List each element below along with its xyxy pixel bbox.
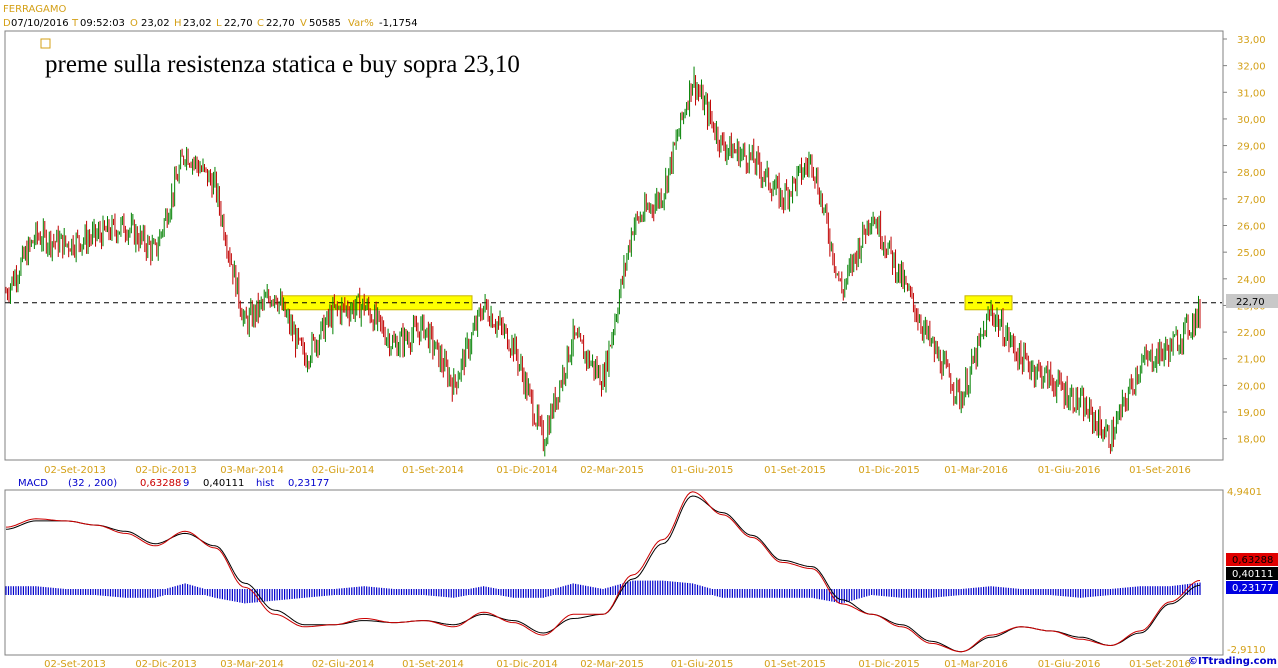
x-tick-label: 01-Giu-2016: [1038, 659, 1101, 668]
x-tick-label: 01-Dic-2015: [858, 465, 919, 476]
x-tick-label: 01-Mar-2016: [944, 659, 1008, 668]
x-tick-label: 01-Set-2014: [402, 465, 464, 476]
y-tick-label: 26,00: [1237, 222, 1266, 233]
last-price-label: 22,70: [1236, 297, 1265, 308]
macd-tag-label: 0,63288: [1232, 555, 1273, 566]
y-tick-label: 20,00: [1237, 381, 1266, 392]
macd-value: 0,63288: [140, 478, 181, 489]
c-value: 22,70: [266, 18, 295, 29]
var-label: Var%: [348, 18, 374, 29]
x-tick-label: 01-Set-2015: [764, 659, 826, 668]
var-value: -1,1754: [379, 18, 418, 29]
macd-panel-frame: [4, 489, 1224, 656]
price-y-axis: 33,00 32,00 31,00 30,00 29,00 28,00 27,00 26,00…: [1223, 35, 1266, 446]
x-tick-label: 03-Mar-2014: [220, 465, 284, 476]
y-tick-label: 28,00: [1237, 168, 1266, 179]
signal-value: 0,40111: [203, 478, 244, 489]
x-tick-label: 01-Dic-2015: [858, 659, 919, 668]
hist-tag: [1226, 581, 1278, 594]
macd-tag: [1226, 553, 1278, 566]
x-tick-label: 01-Mar-2016: [944, 465, 1008, 476]
l-value: 22,70: [224, 18, 253, 29]
y-tick-label: 19,00: [1237, 408, 1266, 419]
last-price-tag: [1226, 294, 1278, 308]
d-value: 07/10/2016: [11, 18, 69, 29]
x-tick-label: 01-Set-2016: [1129, 659, 1191, 668]
l-label: L: [216, 18, 222, 29]
c-label: C: [257, 18, 264, 29]
macd-histogram: [5, 580, 1201, 604]
ohlc-readout: D 07/10/2016 T 09:52:03 O 23,02 H 23,02 …: [3, 18, 418, 29]
symbol-title: FERRAGAMO: [3, 4, 66, 15]
h-label: H: [174, 18, 182, 29]
hist-value: 0,23177: [288, 478, 329, 489]
x-tick-label: 01-Set-2016: [1129, 465, 1191, 476]
y-tick-label: 24,00: [1237, 275, 1266, 286]
v-value: 50585: [309, 18, 341, 29]
signal-tag-label: 0,40111: [1232, 569, 1273, 580]
o-value: 23,02: [141, 18, 170, 29]
macd-params: (32 , 200): [68, 478, 117, 489]
x-tick-label: 02-Mar-2015: [580, 659, 644, 668]
x-axis-bottom: 02-Set-2013 02-Dic-2013 03-Mar-2014 02-Giu-…: [44, 659, 1191, 668]
x-tick-label: 01-Dic-2014: [496, 659, 557, 668]
y-tick-label: 21,00: [1237, 355, 1266, 366]
o-label: O: [130, 18, 138, 29]
t-value: 09:52:03: [80, 18, 125, 29]
y-tick-label: 31,00: [1237, 88, 1266, 99]
price-panel-frame: [4, 30, 1224, 461]
x-tick-label: 01-Giu-2015: [671, 659, 734, 668]
y-tick-label: 32,00: [1237, 62, 1266, 73]
signal-label: 9: [183, 478, 189, 489]
candles: [5, 66, 1201, 457]
y-tick-label: 22,00: [1237, 328, 1266, 339]
hist-tag-label: 0,23177: [1232, 583, 1273, 594]
annotation-text: preme sulla resistenza statica e buy sop…: [45, 51, 520, 78]
x-tick-label: 02-Mar-2015: [580, 465, 644, 476]
drawing-object-icon[interactable]: [40, 38, 51, 49]
x-tick-label: 01-Dic-2014: [496, 465, 557, 476]
y-tick-label: 27,00: [1237, 195, 1266, 206]
d-label: D: [3, 18, 11, 29]
signal-line: [5, 495, 1201, 653]
x-tick-label: 02-Giu-2014: [312, 465, 375, 476]
y-tick-label: 18,00: [1237, 435, 1266, 446]
x-tick-label: 02-Giu-2014: [312, 659, 375, 668]
x-tick-label: 03-Mar-2014: [220, 659, 284, 668]
x-tick-label: 02-Set-2013: [44, 465, 106, 476]
watermark: ©ITtrading.com: [1188, 656, 1277, 667]
x-tick-label: 01-Set-2014: [402, 659, 464, 668]
v-label: V: [300, 18, 307, 29]
macd-y-top: 4,9401: [1227, 487, 1262, 498]
x-tick-label: 01-Giu-2016: [1038, 465, 1101, 476]
y-tick-label: 33,00: [1237, 35, 1266, 46]
macd-line: [5, 491, 1201, 653]
x-tick-label: 01-Set-2015: [764, 465, 826, 476]
x-tick-label: 02-Dic-2013: [135, 465, 196, 476]
x-tick-label: 02-Dic-2013: [135, 659, 196, 668]
hist-label: hist: [256, 478, 274, 489]
x-axis-top: 02-Set-2013 02-Dic-2013 03-Mar-2014 02-Giu-…: [44, 465, 1191, 476]
macd-readout: MACD (32 , 200) 0,63288 9 0,40111 hist 0…: [18, 478, 329, 489]
x-tick-label: 02-Set-2013: [44, 659, 106, 668]
y-tick-label: 25,00: [1237, 248, 1266, 259]
macd-name: MACD: [18, 478, 48, 489]
signal-tag: [1226, 567, 1278, 580]
macd-y-bottom: -2,9110: [1227, 645, 1266, 656]
y-tick-label: 29,00: [1237, 142, 1266, 153]
x-tick-label: 01-Giu-2015: [671, 465, 734, 476]
h-value: 23,02: [183, 18, 212, 29]
t-label: T: [71, 18, 79, 29]
y-tick-label: 30,00: [1237, 115, 1266, 126]
